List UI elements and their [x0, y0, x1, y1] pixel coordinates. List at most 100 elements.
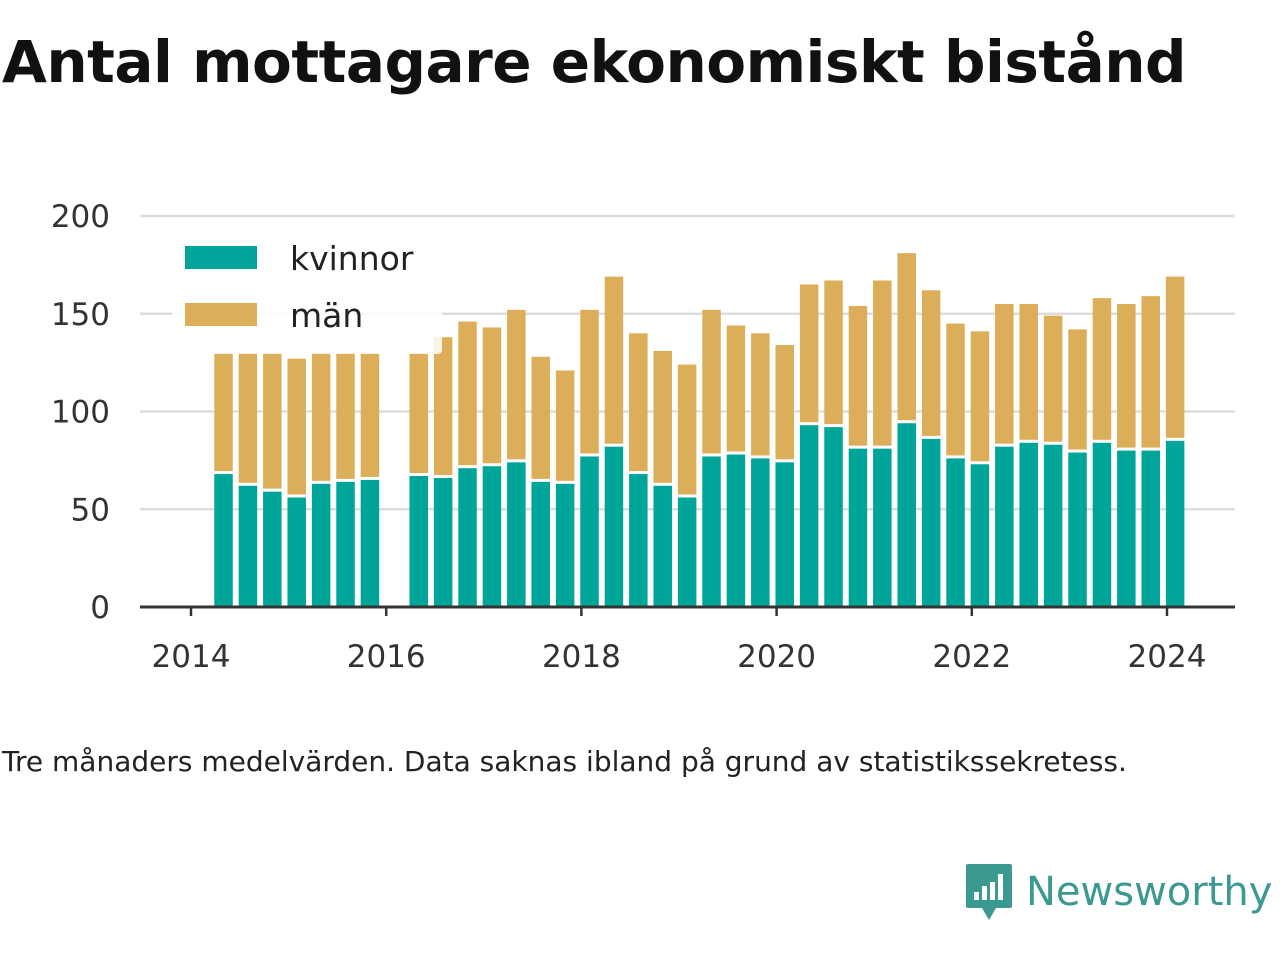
- bar-man: [214, 352, 233, 472]
- bar-man: [360, 352, 380, 477]
- legend: kvinnor män: [172, 232, 442, 354]
- bar-kvinnor: [238, 485, 258, 607]
- bar-kvinnor: [458, 468, 477, 607]
- brand[interactable]: Newsworthy: [964, 862, 1272, 922]
- bar-man: [824, 280, 843, 425]
- bar-kvinnor: [702, 456, 721, 607]
- x-tick-label: 2024: [1128, 639, 1207, 675]
- bar-man: [580, 309, 599, 454]
- bar-kvinnor: [824, 427, 843, 607]
- bar-man: [848, 305, 868, 446]
- bar-man: [458, 321, 477, 466]
- bar-man: [555, 370, 575, 481]
- bar-man: [409, 352, 428, 474]
- bar-kvinnor: [507, 462, 526, 607]
- bar-kvinnor: [946, 458, 965, 607]
- legend-label: kvinnor: [290, 239, 414, 278]
- bar-man: [702, 309, 721, 454]
- bar-man: [507, 309, 526, 460]
- bar-kvinnor: [360, 479, 380, 607]
- bar-kvinnor: [580, 456, 599, 607]
- bars: [214, 253, 1185, 607]
- bar-kvinnor: [1068, 452, 1087, 607]
- bar-man: [1092, 298, 1112, 440]
- bar-kvinnor: [1165, 440, 1185, 607]
- x-tick-label: 2016: [347, 639, 426, 675]
- bar-chart: 0 50 100 150 200 2014 2016 2018 2020 2022 2024 kv…: [51, 199, 1235, 675]
- bar-man: [1043, 315, 1063, 442]
- bar-man: [1141, 296, 1160, 448]
- bar-kvinnor: [799, 425, 819, 607]
- bar-man: [433, 337, 453, 475]
- page-title: Antal mottagare ekonomiskt bistånd: [2, 28, 1187, 96]
- bar-kvinnor: [873, 448, 892, 607]
- bar-man: [677, 364, 697, 495]
- bar-man: [897, 253, 916, 421]
- legend-swatch: [185, 246, 257, 269]
- bar-kvinnor: [482, 466, 502, 607]
- bar-kvinnor: [311, 483, 331, 607]
- bar-kvinnor: [751, 458, 770, 607]
- bar-kvinnor: [214, 474, 233, 607]
- bar-man: [604, 276, 624, 444]
- bar-kvinnor: [555, 483, 575, 607]
- bar-kvinnor: [775, 462, 794, 607]
- bar-kvinnor: [897, 423, 916, 607]
- bar-man: [1165, 276, 1185, 438]
- bar-kvinnor: [726, 454, 746, 607]
- axes: 2014 2016 2018 2020 2022 2024: [140, 605, 1235, 675]
- bar-man: [995, 303, 1014, 444]
- bar-man: [970, 331, 990, 462]
- bar-kvinnor: [1019, 442, 1038, 607]
- legend-label: män: [290, 296, 363, 335]
- bar-man: [873, 280, 892, 446]
- bar-man: [946, 323, 965, 456]
- bar-man: [287, 358, 306, 495]
- bar-man: [751, 333, 770, 456]
- bar-man: [482, 327, 502, 464]
- bar-kvinnor: [531, 481, 550, 607]
- bar-kvinnor: [409, 476, 428, 607]
- bar-kvinnor: [653, 485, 672, 607]
- bar-man: [775, 345, 794, 460]
- bar-kvinnor: [433, 477, 453, 607]
- bar-kvinnor: [1117, 450, 1136, 607]
- bar-kvinnor: [604, 446, 624, 607]
- bar-man: [921, 290, 941, 436]
- newsworthy-logo-icon: [966, 864, 1012, 920]
- bar-kvinnor: [1043, 444, 1063, 607]
- brand-name: Newsworthy: [1026, 869, 1273, 915]
- y-tick-label: 0: [90, 590, 110, 626]
- bar-man: [238, 352, 258, 483]
- bar-kvinnor: [995, 446, 1014, 607]
- bar-man: [726, 325, 746, 452]
- bar-kvinnor: [677, 497, 697, 607]
- y-tick-label: 50: [71, 492, 110, 528]
- legend-swatch: [185, 303, 257, 326]
- bar-man: [1019, 303, 1038, 440]
- x-tick-label: 2014: [152, 639, 231, 675]
- y-tick-label: 200: [51, 199, 110, 235]
- bar-man: [1068, 329, 1087, 450]
- bar-man: [311, 352, 331, 481]
- y-tick-label: 150: [51, 297, 110, 333]
- bar-kvinnor: [848, 448, 868, 607]
- bar-kvinnor: [970, 464, 990, 607]
- footnote: Tre månaders medelvärden. Data saknas ib…: [2, 745, 1127, 778]
- bar-kvinnor: [263, 491, 282, 607]
- bar-kvinnor: [287, 497, 306, 607]
- bar-kvinnor: [629, 474, 648, 607]
- x-tick-label: 2018: [542, 639, 621, 675]
- bar-kvinnor: [921, 438, 941, 607]
- bar-kvinnor: [1141, 450, 1160, 607]
- bar-man: [629, 333, 648, 472]
- bar-man: [531, 356, 550, 479]
- x-tick-label: 2020: [737, 639, 816, 675]
- bar-man: [799, 284, 819, 423]
- bar-kvinnor: [336, 481, 355, 607]
- bar-kvinnor: [1092, 442, 1112, 607]
- y-tick-label: 100: [51, 395, 110, 431]
- bar-man: [336, 352, 355, 479]
- bar-man: [653, 350, 672, 483]
- bar-man: [263, 352, 282, 489]
